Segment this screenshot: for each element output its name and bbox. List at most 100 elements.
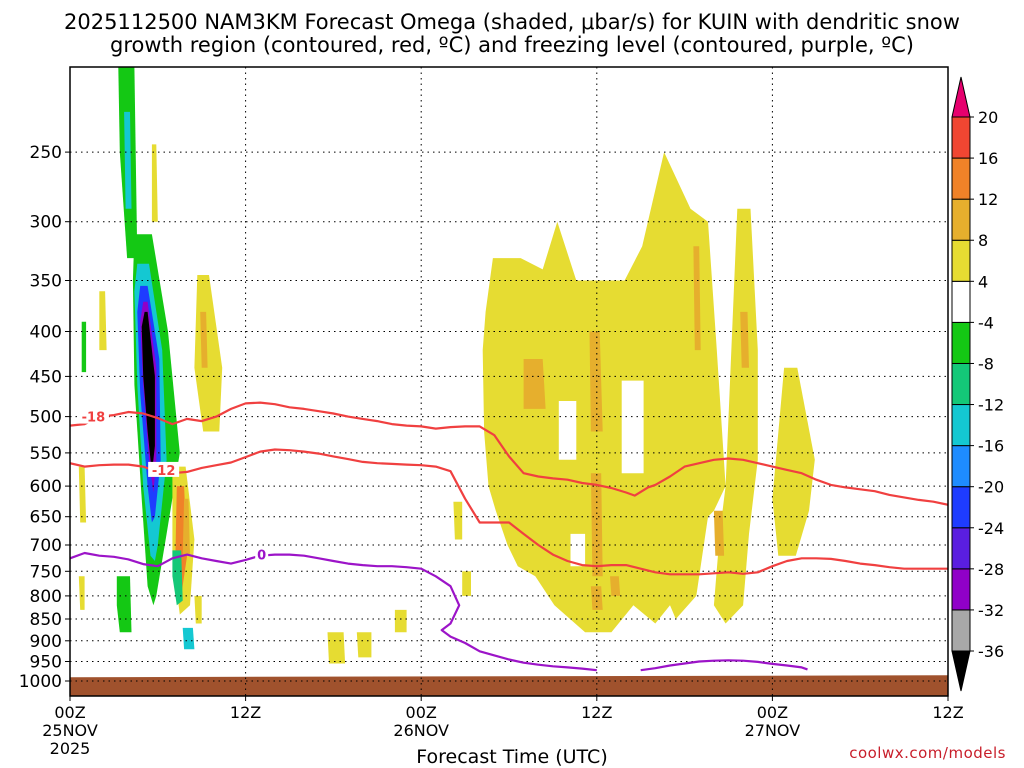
omega-region [182, 498, 190, 556]
freezing-level-label: 0 [257, 549, 266, 564]
y-tick-label: 400 [30, 323, 62, 343]
x-tick-date: 25NOV [42, 721, 98, 740]
x-tick-date: 26NOV [393, 721, 449, 740]
x-tick-label: 00Z [54, 703, 85, 722]
omega-region [453, 501, 463, 540]
omega-region [141, 311, 155, 474]
colorbar-band [951, 486, 971, 529]
omega-region [99, 291, 107, 351]
omega-region [740, 311, 749, 368]
contour-label-backdrop [148, 461, 180, 477]
colorbar-tick-label: 16 [978, 149, 998, 168]
omega-region [772, 367, 815, 556]
chart-title-line-2: growth region (contoured, red, ºC) and f… [110, 33, 914, 57]
y-axis: 2503003504004505005506006507007508008509… [19, 143, 70, 692]
colorbar-band [951, 527, 971, 570]
x-tick-label: 12Z [932, 703, 963, 722]
y-tick-label: 250 [30, 143, 62, 163]
colorbar-band [951, 157, 971, 200]
omega-region [394, 609, 407, 633]
colorbar: -36 -32 -28 -24 -20 -16 -12 -8 -4 4 8 12 16 20 [951, 76, 1004, 692]
ground-layer [70, 675, 948, 696]
colorbar-tick-label: 20 [978, 108, 998, 127]
x-tick-label: 12Z [581, 703, 612, 722]
omega-region [610, 576, 621, 596]
colorbar-tick-label: 8 [978, 231, 988, 250]
omega-region [172, 550, 183, 606]
omega-region [200, 311, 208, 368]
omega-region [590, 586, 603, 610]
colorbar-tick-label: -16 [978, 437, 1004, 456]
omega-shading [78, 67, 815, 664]
colorbar-band [951, 280, 971, 323]
colorbar-band [951, 362, 971, 406]
colorbar-band [951, 239, 971, 282]
y-tick-label: 450 [30, 367, 62, 387]
y-tick-label: 850 [30, 610, 62, 630]
colorbar-top-arrow [951, 76, 971, 118]
y-tick-label: 650 [30, 508, 62, 528]
colorbar-band [951, 609, 971, 652]
x-tick-year: 2025 [50, 739, 91, 758]
colorbar-tick-label: -4 [978, 313, 994, 332]
colorbar-band [951, 321, 971, 364]
omega-clear-region [621, 380, 644, 474]
omega-region [462, 571, 471, 596]
y-tick-label: 900 [30, 632, 62, 652]
omega-region [78, 466, 87, 523]
watermark: coolwx.com/models [849, 744, 1006, 762]
omega-region [713, 510, 725, 556]
omega-region [589, 331, 603, 432]
colorbar-band [951, 198, 971, 241]
omega-region [194, 595, 202, 624]
freezing-level-line [640, 659, 808, 672]
colorbar-tick-label: 4 [978, 272, 988, 291]
colorbar-band [951, 404, 971, 447]
colorbar-tick-label: -8 [978, 354, 994, 373]
y-tick-label: 350 [30, 272, 62, 292]
x-tick-label: 12Z [230, 703, 261, 722]
dgz-contour-line [70, 401, 948, 506]
x-tick-date: 27NOV [745, 721, 801, 740]
colorbar-band [951, 116, 971, 159]
omega-region [356, 632, 372, 658]
y-tick-label: 300 [30, 213, 62, 233]
colorbar-tick-label: -28 [978, 560, 1004, 579]
omega-region [182, 627, 195, 650]
omega-region [693, 246, 701, 351]
omega-region [151, 144, 158, 222]
y-tick-label: 550 [30, 444, 62, 464]
freezing-level-line [70, 551, 597, 672]
omega-region [523, 359, 546, 409]
dgz-contour-line [70, 448, 948, 576]
contour-label-backdrop [77, 408, 109, 424]
y-tick-label: 950 [30, 653, 62, 673]
contours: -18 -12 0 [70, 401, 948, 672]
omega-region [327, 632, 346, 664]
y-tick-label: 500 [30, 408, 62, 428]
y-tick-label: 600 [30, 477, 62, 497]
colorbar-tick-label: -36 [978, 642, 1004, 661]
omega-clear-region [570, 533, 586, 567]
x-axis-label: Forecast Time (UTC) [416, 746, 608, 768]
y-tick-label: 700 [30, 536, 62, 556]
contour-label-backdrop [255, 546, 269, 562]
colorbar-band [951, 568, 971, 611]
colorbar-tick-label: -20 [978, 478, 1004, 497]
omega-clear-region [558, 401, 577, 460]
chart-title-line-1: 2025112500 NAM3KM Forecast Omega (shaded… [64, 10, 960, 34]
y-tick-label: 800 [30, 587, 62, 607]
colorbar-bottom-arrow [951, 650, 971, 692]
colorbar-tick-label: -24 [978, 519, 1004, 538]
y-tick-label: 750 [30, 562, 62, 582]
dgz-contour-label: -12 [152, 464, 176, 479]
x-tick-label: 00Z [406, 703, 437, 722]
dgz-contour-label: -18 [82, 411, 106, 426]
omega-region [482, 152, 726, 633]
omega-region [124, 111, 132, 209]
y-tick-label: 1000 [19, 672, 62, 692]
plot-frame [69, 66, 949, 697]
omega-region [81, 321, 87, 373]
